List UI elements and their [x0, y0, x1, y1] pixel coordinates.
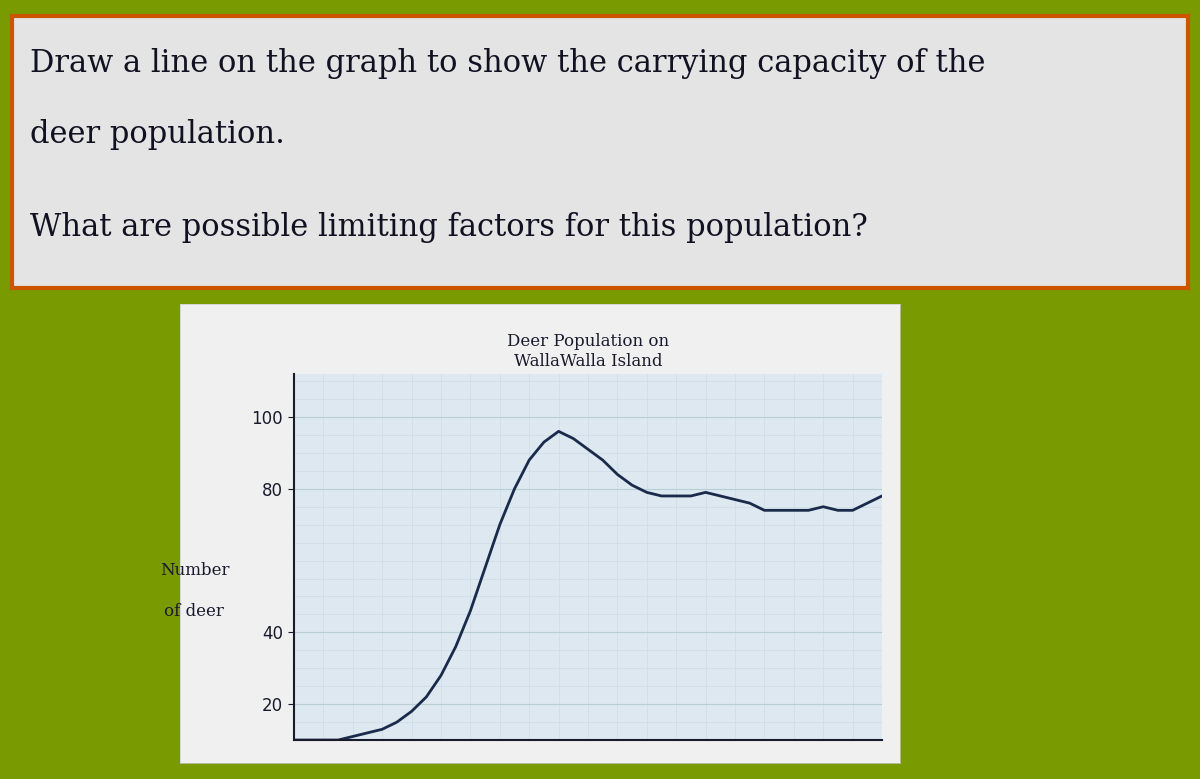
Title: Deer Population on
WallaWalla Island: Deer Population on WallaWalla Island — [506, 333, 670, 369]
Text: of deer: of deer — [164, 603, 224, 620]
Text: Draw a line on the graph to show the carrying capacity of the: Draw a line on the graph to show the car… — [30, 48, 985, 79]
Text: Number: Number — [160, 562, 229, 579]
Text: deer population.: deer population. — [30, 119, 284, 150]
Text: What are possible limiting factors for this population?: What are possible limiting factors for t… — [30, 212, 868, 243]
